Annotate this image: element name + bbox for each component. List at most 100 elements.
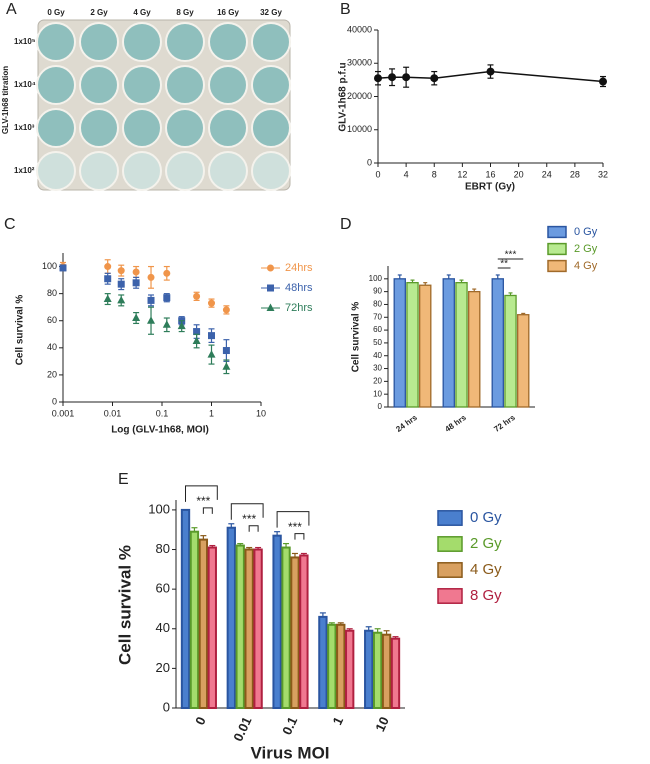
error-bar: [246, 546, 253, 550]
x-tick-label: 32: [598, 169, 608, 179]
marker: [59, 264, 67, 272]
legend-label: 4 Gy: [470, 561, 502, 578]
legend-label: 24hrs: [285, 262, 313, 274]
well: [208, 108, 248, 148]
x-tick-label: 10: [372, 714, 392, 733]
x-tick-label: 72 hrs: [492, 413, 517, 434]
legend-label: 72hrs: [285, 302, 313, 314]
y-tick-label: 20000: [347, 91, 372, 101]
error-bar: [446, 274, 451, 279]
y-axis-label: Cell survival %: [351, 302, 362, 373]
bar: [272, 534, 282, 710]
well: [208, 151, 248, 191]
bar: [207, 546, 217, 709]
x-tick-label: 28: [570, 169, 580, 179]
marker: [117, 267, 125, 275]
y-tick-label: 40: [373, 351, 382, 360]
significance-bracket: [276, 511, 310, 528]
error-bar: [374, 628, 381, 633]
legend-swatch: [547, 225, 567, 239]
well: [165, 108, 205, 148]
marker: [430, 74, 439, 83]
error-bar: [228, 523, 235, 528]
x-axis-label: EBRT (Gy): [465, 182, 515, 193]
y-tick-label: 20: [373, 376, 382, 385]
error-bar: [283, 542, 290, 548]
x-tick-label: 1: [329, 714, 346, 727]
y-tick-label: 40: [156, 620, 170, 635]
bar: [253, 548, 263, 709]
well: [165, 22, 205, 62]
y-tick-label: 90: [373, 287, 382, 296]
bar: [281, 546, 291, 709]
x-tick-label: 8: [432, 169, 437, 179]
x-tick-label: 10: [256, 408, 266, 418]
error-bar: [328, 622, 335, 625]
y-tick-label: 30000: [347, 58, 372, 68]
error-bar: [291, 552, 298, 558]
significance-label: ***: [288, 520, 302, 534]
legend-label: 0 Gy: [574, 226, 598, 238]
x-tick-label: 4: [404, 169, 409, 179]
x-tick-label: 0.01: [230, 714, 254, 743]
x-axis-label: Virus MOI: [250, 743, 329, 762]
row-label: 1x10⁵: [14, 37, 36, 46]
y-axis-label: GLV-1h68 p.f.u: [338, 62, 349, 131]
y-tick-label: 60: [373, 325, 382, 334]
well: [79, 22, 119, 62]
row-label: 1x10³: [14, 123, 35, 132]
marker: [117, 295, 126, 304]
error-bar: [521, 312, 526, 315]
bar: [290, 556, 300, 710]
marker: [222, 362, 231, 370]
bar: [517, 314, 530, 408]
legend-label: 48hrs: [285, 282, 313, 294]
y-axis-label: Cell survival %: [15, 295, 26, 366]
y-tick-label: 70: [373, 312, 382, 321]
well: [251, 22, 291, 62]
error-bar: [200, 535, 207, 540]
error-bar: [337, 622, 344, 625]
y-tick-label: 40000: [347, 24, 372, 34]
error-bar: [495, 274, 500, 279]
y-tick-label: 50: [373, 338, 382, 347]
well: [79, 65, 119, 105]
y-tick-label: 0: [52, 396, 57, 406]
y-tick-label: 100: [369, 274, 383, 283]
error-bar: [423, 282, 428, 286]
y-tick-label: 80: [156, 541, 170, 556]
well: [79, 151, 119, 191]
bar: [406, 282, 419, 408]
bar: [345, 629, 355, 709]
error-bar: [365, 626, 372, 631]
bar: [491, 278, 504, 408]
marker: [192, 336, 201, 345]
marker: [163, 294, 171, 302]
y-tick-label: 30: [373, 364, 382, 373]
legend-swatch: [437, 588, 463, 604]
significance-label: ***: [505, 250, 517, 261]
panel-label: E: [118, 471, 129, 488]
marker: [486, 67, 495, 76]
bar: [390, 637, 401, 710]
legend-swatch: [547, 259, 567, 273]
legend-label: 4 Gy: [574, 260, 598, 272]
bar: [180, 508, 191, 709]
side-label: GLV-1h68 titration: [1, 66, 10, 134]
bar: [244, 548, 254, 709]
marker: [147, 273, 155, 281]
marker: [147, 316, 156, 324]
y-axis-label: Cell survival %: [115, 545, 134, 665]
x-tick-label: 0: [375, 169, 380, 179]
marker: [132, 313, 141, 322]
y-tick-label: 40: [47, 342, 57, 352]
error-bar: [472, 288, 477, 292]
y-tick-label: 0: [367, 157, 372, 167]
significance-label: ***: [242, 512, 256, 526]
error-bar: [508, 292, 513, 296]
marker: [207, 350, 216, 358]
marker: [388, 73, 397, 82]
legend-swatch: [437, 562, 463, 578]
bar: [455, 282, 468, 408]
error-bar: [319, 612, 326, 617]
